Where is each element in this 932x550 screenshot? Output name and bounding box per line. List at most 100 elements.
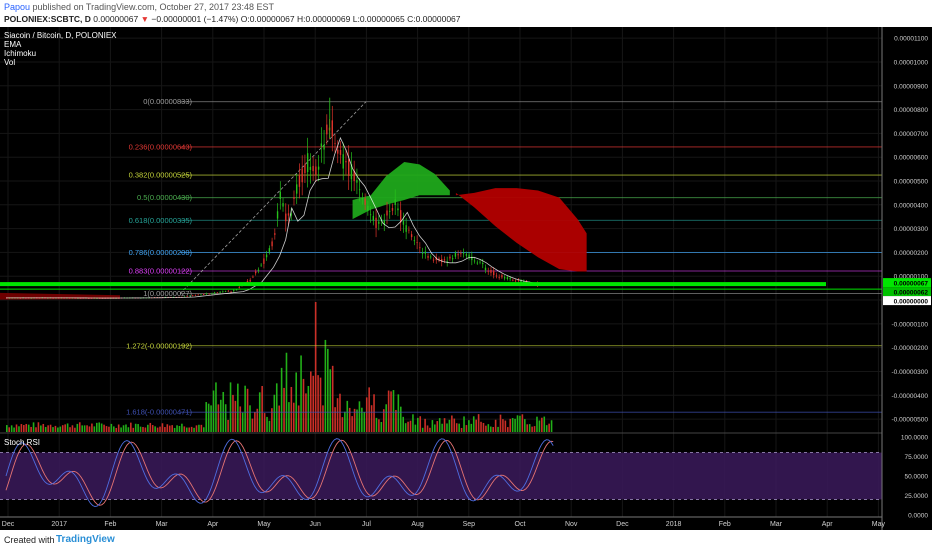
candle-body: [271, 241, 273, 247]
volume-bar: [115, 427, 118, 432]
candle-body: [274, 233, 276, 235]
volume-bar: [266, 416, 268, 432]
volume-bar: [397, 394, 400, 432]
volume-bar: [463, 416, 465, 432]
candle-body: [468, 254, 470, 258]
volume-bar: [434, 424, 436, 432]
candle-body: [493, 270, 495, 276]
volume-bar: [256, 408, 259, 432]
volume-bar: [404, 423, 407, 432]
volume-bar: [545, 425, 548, 432]
candle-body: [438, 258, 440, 261]
volume-bar: [86, 425, 88, 432]
candle-body: [443, 259, 446, 261]
candle-body: [512, 279, 514, 281]
candle-body: [306, 153, 309, 173]
volume-bar: [378, 419, 380, 432]
candle-body: [296, 184, 298, 194]
volume-bar: [312, 375, 315, 432]
volume-bar: [234, 400, 237, 432]
volume-bar: [181, 423, 183, 432]
x-tick-label: 2017: [51, 521, 67, 528]
tradingview-logo[interactable]: TradingView: [56, 534, 115, 545]
volume-bar: [348, 407, 351, 432]
candle-body: [372, 215, 375, 221]
candle-body: [345, 161, 347, 163]
volume-bar: [271, 408, 273, 432]
candle-body: [301, 168, 303, 183]
volume-bar: [134, 423, 137, 432]
volume-bar: [200, 424, 203, 432]
candle-body: [389, 210, 391, 212]
volume-bar: [147, 424, 149, 432]
volume-bar: [426, 425, 429, 432]
volume-bar: [387, 390, 390, 432]
volume-bar: [465, 425, 468, 432]
candle-body: [451, 258, 454, 260]
candle-body: [490, 269, 492, 273]
price-chart[interactable]: 0(0.00000833) 0.236(0.00000643) 0.382(0.00…: [0, 27, 932, 530]
x-tick-label: May: [257, 521, 271, 528]
volume-bar: [273, 394, 276, 432]
publish-line: Papou published on TradingView.com, Octo…: [4, 2, 274, 12]
candle-body: [495, 275, 498, 277]
candle-body: [432, 259, 435, 261]
candle-body: [334, 143, 336, 145]
volume-bar: [417, 417, 419, 432]
x-tick-label: Apr: [207, 521, 219, 528]
candle-body: [230, 291, 232, 293]
candle-body: [304, 164, 306, 174]
volume-bar: [514, 418, 516, 432]
volume-bar: [98, 422, 101, 432]
volume-bar: [407, 421, 409, 432]
candle-body: [249, 279, 251, 282]
fib-label: 0.236(0.00000643): [129, 142, 193, 151]
candle-body: [476, 262, 478, 264]
candle-body: [446, 261, 448, 263]
volume-bar: [171, 425, 173, 432]
volume-bar: [322, 405, 324, 432]
volume-bar: [280, 367, 283, 432]
volume-bar: [290, 386, 293, 432]
volume-bar: [477, 414, 480, 432]
volume-bar: [385, 404, 387, 432]
volume-bar: [475, 419, 477, 432]
volume-bar: [164, 427, 166, 432]
candle-body: [394, 199, 396, 206]
author-link[interactable]: Papou: [4, 2, 31, 12]
y-tick-label: 0.00000100: [894, 274, 929, 281]
candle-body: [233, 290, 235, 292]
volume-bar: [261, 385, 263, 432]
volume-bar: [392, 390, 395, 432]
candle-body: [213, 292, 216, 294]
volume-bar: [168, 425, 171, 432]
volume-bar: [202, 427, 205, 432]
volume-bar: [88, 426, 91, 432]
volume-bar: [390, 391, 392, 432]
volume-bar: [220, 399, 222, 432]
cloud-bear: [455, 188, 587, 272]
candle-body: [514, 280, 517, 282]
chart-area[interactable]: 0(0.00000833) 0.236(0.00000643) 0.382(0.00…: [0, 27, 932, 530]
volume-bar: [30, 426, 32, 432]
candle-body: [460, 253, 462, 255]
cloud-bull: [352, 161, 450, 220]
volume-bar: [319, 377, 322, 432]
volume-bar: [275, 383, 278, 432]
volume-bar: [528, 424, 531, 432]
candle-body: [369, 214, 372, 216]
candle-body: [279, 191, 281, 199]
osc-tick-label: 0.0000: [908, 513, 928, 520]
candle-body: [405, 225, 407, 232]
candle-body: [298, 174, 301, 187]
x-tick-label: Oct: [515, 521, 526, 528]
volume-bar: [32, 422, 35, 432]
fib-label: 0.883(0.00000122): [129, 267, 193, 276]
volume-bar: [351, 416, 353, 432]
fib-label: 0.618(0.00000335): [129, 216, 193, 225]
volume-bar: [237, 383, 239, 432]
volume-bar: [361, 407, 363, 432]
candle-body: [235, 289, 238, 291]
volume-bar: [504, 420, 507, 432]
candle-body: [367, 205, 369, 211]
